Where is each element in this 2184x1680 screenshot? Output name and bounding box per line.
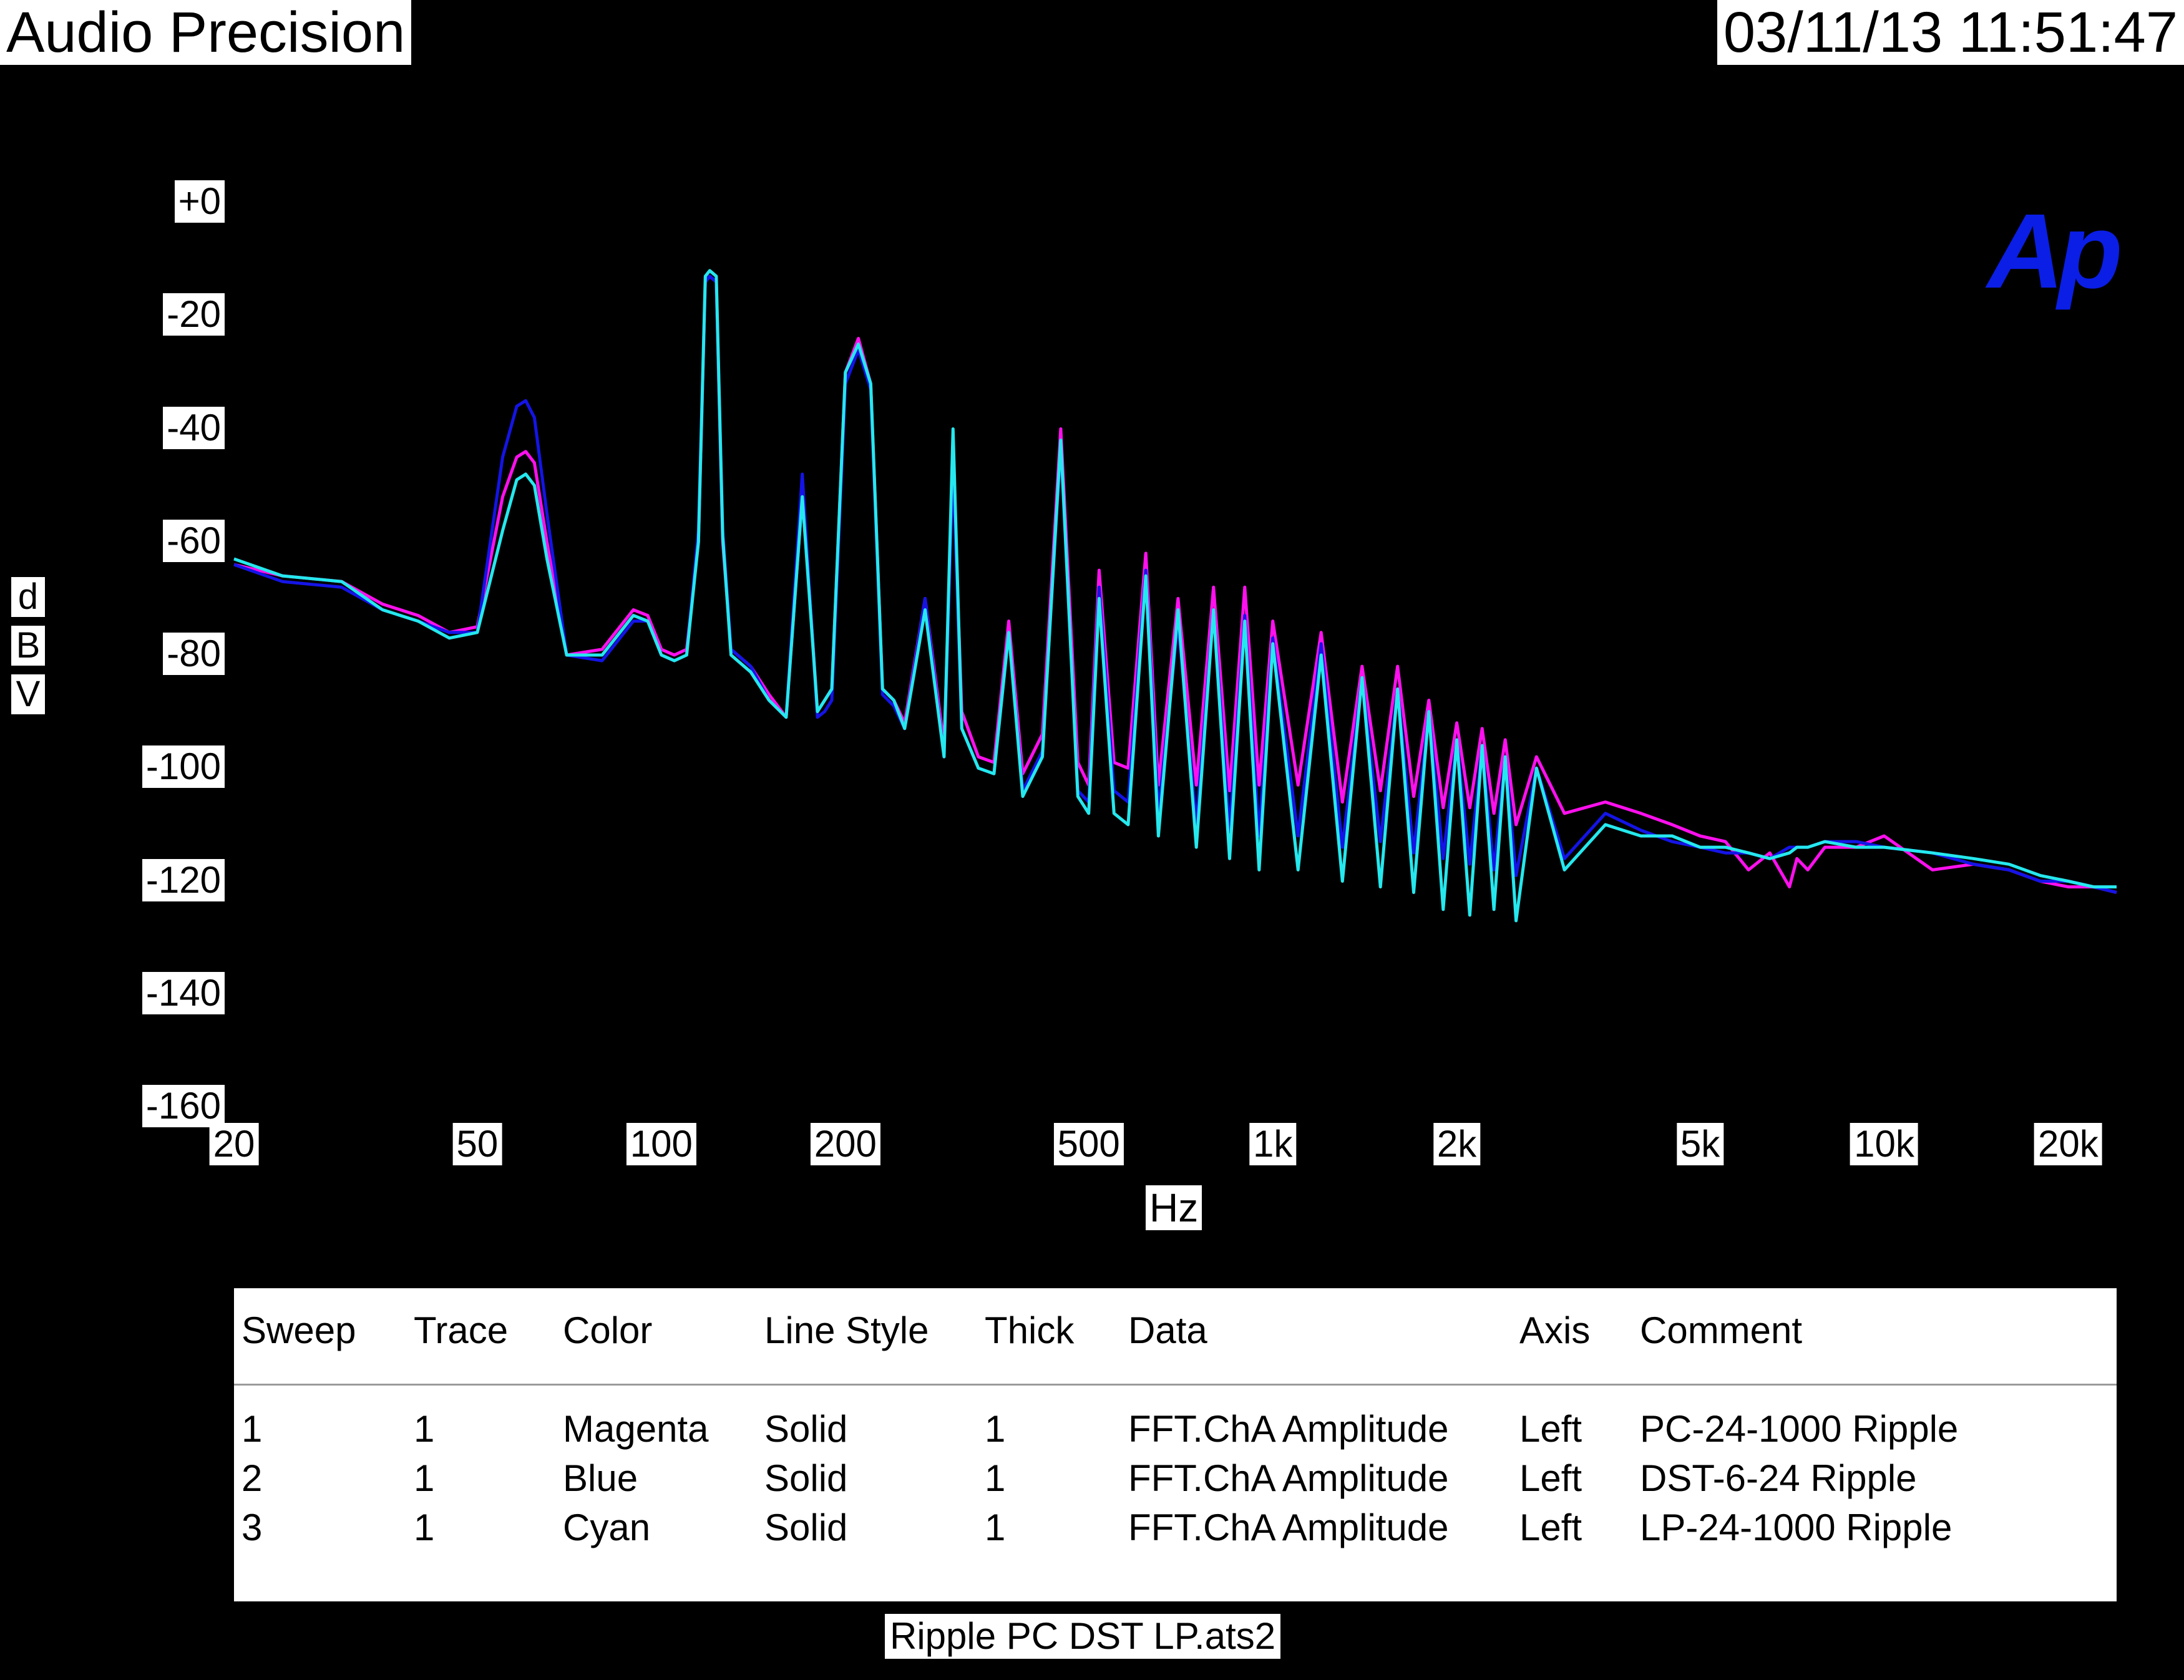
timestamp: 03/11/13 11:51:47 [1717,0,2184,65]
y-axis-label-b: B [11,626,45,666]
legend-cell: 3 [241,1507,263,1548]
y-tick-label: -60 [163,519,225,562]
legend-cell: Solid [764,1408,848,1450]
legend-cell: 1 [985,1457,1006,1499]
legend-header-cell: Axis [1519,1309,1591,1351]
legend-cell: DST-6-24 Ripple [1640,1457,1917,1499]
legend-header-cell: Sweep [241,1309,356,1351]
file-name: Ripple PC DST LP.ats2 [885,1614,1281,1659]
legend-header-cell: Trace [414,1309,509,1351]
x-tick-label: 20 [209,1123,259,1165]
series-line-3 [233,269,2117,923]
legend-cell: Left [1519,1507,1582,1548]
legend-cell: Blue [563,1457,638,1499]
legend-cell: Solid [764,1507,848,1548]
legend-cell: Cyan [563,1507,651,1548]
series-line-1 [233,274,2117,895]
legend-cell: 1 [414,1507,435,1548]
y-tick-label: +0 [174,180,225,223]
x-tick-label: 1k [1249,1123,1297,1165]
legend-cell: LP-24-1000 Ripple [1640,1507,1952,1548]
legend-cell: 1 [985,1408,1006,1450]
legend-cell: Magenta [563,1408,709,1450]
x-tick-label: 200 [810,1123,880,1165]
legend-cell: 1 [241,1408,263,1450]
y-axis-label: d B V [11,577,45,723]
legend-cell: FFT.ChA Amplitude [1128,1507,1449,1548]
x-axis-label: Hz [1146,1185,1202,1230]
legend-cell: FFT.ChA Amplitude [1128,1408,1449,1450]
y-tick-label: -100 [142,745,225,789]
y-tick-label: -40 [163,406,225,449]
y-axis-label-v: V [11,674,45,714]
x-tick-label: 10k [1850,1123,1918,1165]
legend-cell: Left [1519,1408,1582,1450]
y-tick-label: -160 [142,1085,225,1127]
legend-header-row: Sweep Trace Color Line Style Thick Data Axis Co… [234,1288,2117,1386]
series-line-2 [233,274,2117,895]
fft-chart [233,269,2117,923]
legend-cell: 2 [241,1457,263,1499]
y-axis-label-d: d [11,577,45,617]
ap-logo: Ap [1987,192,2123,311]
x-tick-label: 500 [1053,1123,1124,1165]
x-tick-label: 50 [452,1123,502,1165]
series-layer [233,269,2117,923]
y-tick-label: -140 [142,971,225,1014]
legend-table: Sweep Trace Color Line Style Thick Data Axis Co… [234,1288,2117,1601]
legend-cell: 1 [414,1408,435,1450]
x-tick-label: 20k [2034,1123,2102,1165]
y-tick-label: -80 [163,633,225,675]
y-tick-label: -120 [142,858,225,901]
x-tick-label: 2k [1433,1123,1481,1165]
legend-cell: FFT.ChA Amplitude [1128,1457,1449,1499]
x-tick-label: 100 [626,1123,696,1165]
legend-cell: PC-24-1000 Ripple [1640,1408,1959,1450]
legend-cell: 1 [414,1457,435,1499]
x-tick-label: 5k [1676,1123,1724,1165]
legend-header-cell: Data [1128,1309,1207,1351]
legend-header-cell: Color [563,1309,653,1351]
app-title: Audio Precision [0,0,412,65]
legend-header-cell: Line Style [764,1309,929,1351]
y-tick-label: -20 [163,293,225,336]
legend-header-cell: Comment [1640,1309,1803,1351]
legend-cell: Left [1519,1457,1582,1499]
legend-cell: Solid [764,1457,848,1499]
legend-cell: 1 [985,1507,1006,1548]
legend-header-cell: Thick [985,1309,1075,1351]
